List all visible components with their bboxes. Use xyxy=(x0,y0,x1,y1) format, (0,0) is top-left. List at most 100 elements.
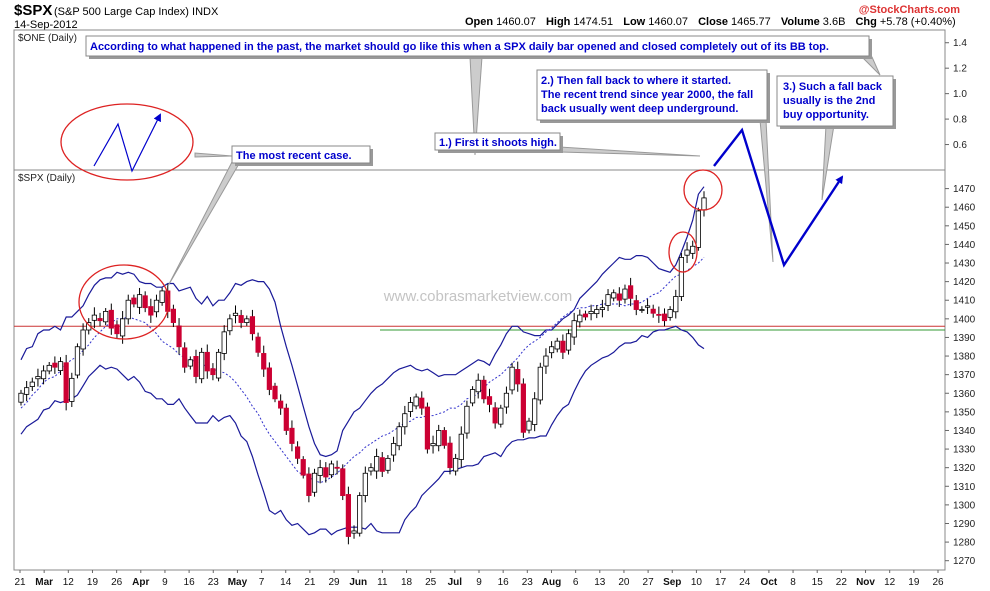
candle-down xyxy=(266,367,272,390)
xtick-label: Apr xyxy=(132,577,149,588)
xtick-label: Jul xyxy=(448,577,463,588)
ytick-label: 1440 xyxy=(953,240,976,251)
xtick-label: 22 xyxy=(836,577,848,588)
volume-label: Volume xyxy=(780,16,820,28)
candle-down xyxy=(182,347,188,368)
candle-down xyxy=(283,407,289,431)
step3-box xyxy=(776,75,894,127)
ytick-label: 1300 xyxy=(953,500,976,511)
candle-up xyxy=(35,376,41,380)
low-value: 1460.07 xyxy=(648,16,688,28)
candle-up xyxy=(554,340,560,350)
volume-value: 3.6B xyxy=(822,16,846,28)
candle-down xyxy=(193,356,199,377)
pattern-sketch-circle xyxy=(60,103,194,181)
candle-up xyxy=(29,381,35,387)
pointer-recent-case xyxy=(167,161,241,287)
xtick-label: 9 xyxy=(162,577,168,588)
ytick-label: 1290 xyxy=(953,519,976,530)
candle-up xyxy=(362,472,368,496)
candle-up xyxy=(611,292,617,299)
ytick-label: 1410 xyxy=(953,296,976,307)
candle-down xyxy=(582,313,589,318)
upper-ytick-label: 1.2 xyxy=(953,64,967,75)
recent-case-box xyxy=(231,145,371,164)
candle-up xyxy=(136,294,143,308)
pointer-step3 xyxy=(821,124,835,201)
pointer-step1 xyxy=(559,146,701,157)
pointer-top-note-right xyxy=(860,56,881,76)
candle-down xyxy=(272,385,278,400)
candle-up xyxy=(537,366,543,401)
candle-down xyxy=(616,293,622,301)
top-note-text: According to what happened in the past, … xyxy=(90,41,829,53)
candle-down xyxy=(560,340,566,353)
candle-up xyxy=(91,314,97,321)
candle-up xyxy=(374,456,380,472)
candle-up xyxy=(464,405,470,434)
candle-up xyxy=(695,210,701,248)
ytick-label: 1390 xyxy=(953,333,976,344)
ytick-label: 1360 xyxy=(953,389,976,400)
xtick-label: 21 xyxy=(14,577,26,588)
xtick-label: 25 xyxy=(425,577,437,588)
close-value: 1465.77 xyxy=(731,16,771,28)
candle-up xyxy=(74,346,81,376)
open-label: Open xyxy=(465,16,494,28)
candle-down xyxy=(656,313,662,316)
candle-down xyxy=(131,297,137,305)
candle-up xyxy=(469,389,476,404)
symbol-name: (S&P 500 Large Cap Index) xyxy=(54,6,189,18)
step2-text-line: back usually went deep underground. xyxy=(541,103,738,115)
symbol-title: $SPX xyxy=(14,2,53,19)
candle-up xyxy=(622,288,628,300)
step1-text: 1.) First it shoots high. xyxy=(439,137,557,149)
xtick-label: 23 xyxy=(208,577,220,588)
candle-down xyxy=(97,318,103,322)
symbol-exchange: INDX xyxy=(192,6,219,18)
candle-up xyxy=(526,420,532,431)
candle-up xyxy=(232,312,239,316)
xtick-label: 16 xyxy=(184,577,196,588)
candle-up xyxy=(390,443,397,456)
bollinger-upper-band xyxy=(20,186,705,458)
candle-down xyxy=(300,459,306,476)
ytick-label: 1370 xyxy=(953,370,976,381)
candle-down xyxy=(210,368,216,376)
candle-up xyxy=(644,305,651,308)
step3-text-line: 3.) Such a fall back xyxy=(783,81,883,93)
candle-up xyxy=(413,396,419,407)
candle-up xyxy=(548,346,555,354)
pointer-recent-left xyxy=(194,152,233,158)
candle-up xyxy=(24,387,30,395)
candle-up xyxy=(120,318,126,337)
xtick-label: 6 xyxy=(573,577,579,588)
candle-up xyxy=(599,307,605,310)
candle-up xyxy=(701,197,707,211)
xtick-label: Aug xyxy=(542,577,561,588)
recent-case-circle xyxy=(78,264,170,340)
candle-down xyxy=(481,379,487,400)
watermark: www.cobrasmarketview.com xyxy=(383,288,572,305)
ytick-label: 1420 xyxy=(953,277,976,288)
projection-arrow xyxy=(713,127,844,268)
candle-down xyxy=(108,309,114,329)
candle-up xyxy=(407,402,414,412)
candle-up xyxy=(368,467,374,472)
high-label: High xyxy=(545,16,571,28)
candle-up xyxy=(215,351,222,379)
candle-down xyxy=(441,430,447,446)
candle-down xyxy=(492,407,498,424)
main-panel-label: $SPX (Daily) xyxy=(18,173,75,184)
xtick-label: 15 xyxy=(812,577,824,588)
candle-up xyxy=(221,331,227,354)
candle-up xyxy=(311,472,318,493)
candle-up xyxy=(453,457,459,472)
xtick-label: 19 xyxy=(908,577,920,588)
candle-down xyxy=(515,369,521,385)
xtick-label: 10 xyxy=(691,577,703,588)
ytick-label: 1460 xyxy=(953,203,976,214)
change-value: +5.78 (+0.40%) xyxy=(879,16,956,28)
high-value: 1474.51 xyxy=(573,16,614,28)
candle-up xyxy=(317,467,323,476)
